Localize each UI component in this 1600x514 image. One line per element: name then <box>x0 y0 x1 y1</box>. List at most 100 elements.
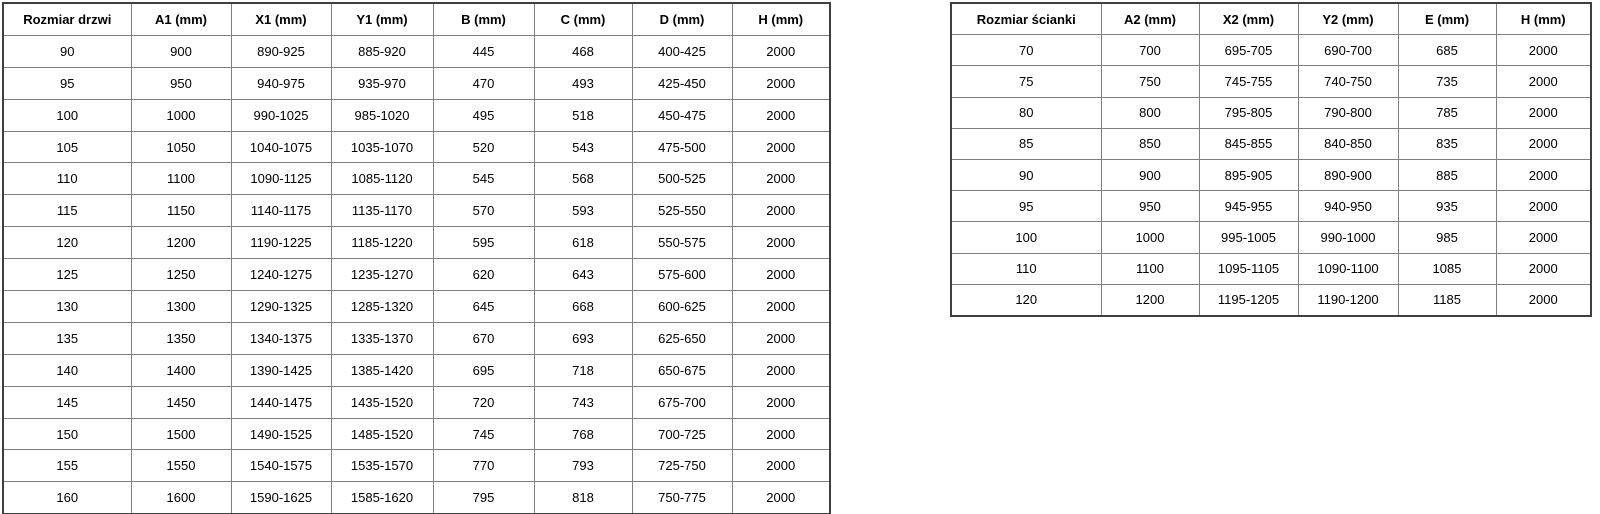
table-cell: 990-1025 <box>230 98 332 132</box>
table-cell: 400-425 <box>631 34 733 68</box>
table-row: 80 800 795-805 790-800 785 2000 <box>950 96 1592 129</box>
table-cell: 785 <box>1397 96 1497 129</box>
table-row: 120 1200 1195-1205 1190-1200 1185 2000 <box>950 283 1592 317</box>
table-cell: 845-855 <box>1198 127 1299 160</box>
table-cell: 1100 <box>130 162 232 196</box>
table-cell: 495 <box>432 98 535 132</box>
table-cell: 900 <box>130 34 232 68</box>
table-cell: 1095-1105 <box>1198 252 1299 285</box>
column-header: Y1 (mm) <box>330 2 434 36</box>
table-cell: 695-705 <box>1198 34 1299 67</box>
table-cell: 543 <box>533 130 633 164</box>
table-cell: 150 <box>2 417 132 451</box>
table-cell: 1090-1125 <box>230 162 332 196</box>
table-cell: 1485-1520 <box>330 417 434 451</box>
door-table-header: Rozmiar drzwi A1 (mm) X1 (mm) Y1 (mm) B (mm)… <box>2 2 831 36</box>
table-cell: 743 <box>533 385 633 419</box>
table-cell: 835 <box>1397 127 1497 160</box>
table-cell: 450-475 <box>631 98 733 132</box>
table-cell: 645 <box>432 290 535 323</box>
table-cell: 1600 <box>130 481 232 514</box>
table-cell: 120 <box>2 226 132 260</box>
table-cell: 900 <box>1100 158 1200 192</box>
table-cell: 890-900 <box>1297 158 1399 192</box>
table-cell: 1085 <box>1397 252 1497 285</box>
table-cell: 575-600 <box>631 258 733 292</box>
table-cell: 1550 <box>130 449 232 483</box>
column-header: Rozmiar drzwi <box>2 2 132 36</box>
table-cell: 100 <box>950 221 1102 254</box>
table-cell: 2000 <box>1495 96 1592 129</box>
column-header: H (mm) <box>731 2 831 36</box>
table-cell: 2000 <box>1495 221 1592 254</box>
table-row: 135 1350 1340-1375 1335-1370 670 693 625-650 20… <box>2 321 831 355</box>
table-cell: 720 <box>432 385 535 419</box>
table-cell: 2000 <box>1495 65 1592 98</box>
table-cell: 475-500 <box>631 130 733 164</box>
table-cell: 2000 <box>731 66 831 100</box>
table-cell: 135 <box>2 321 132 355</box>
table-row: 110 1100 1095-1105 1090-1100 1085 2000 <box>950 252 1592 285</box>
table-row: 110 1100 1090-1125 1085-1120 545 568 500-525 20… <box>2 162 831 196</box>
table-cell: 1350 <box>130 321 232 355</box>
table-cell: 110 <box>2 162 132 196</box>
table-cell: 1235-1270 <box>330 258 434 292</box>
table-cell: 2000 <box>731 481 831 514</box>
table-cell: 2000 <box>731 34 831 68</box>
table-row: 105 1050 1040-1075 1035-1070 520 543 475-500 20… <box>2 130 831 164</box>
table-cell: 1585-1620 <box>330 481 434 514</box>
table-cell: 1540-1575 <box>230 449 332 483</box>
table-cell: 885 <box>1397 158 1497 192</box>
table-cell: 2000 <box>731 130 831 164</box>
table-cell: 90 <box>2 34 132 68</box>
table-cell: 770 <box>432 449 535 483</box>
table-cell: 718 <box>533 353 633 387</box>
table-cell: 745-755 <box>1198 65 1299 98</box>
table-cell: 570 <box>432 194 535 228</box>
table-cell: 745 <box>432 417 535 451</box>
table-cell: 2000 <box>731 98 831 132</box>
wall-table-body: 70 700 695-705 690-700 685 2000 75 750 745-755 74… <box>950 34 1592 317</box>
table-row: 115 1150 1140-1175 1135-1170 570 593 525-550 20… <box>2 194 831 228</box>
table-row: 90 900 890-925 885-920 445 468 400-425 2000 <box>2 34 831 68</box>
table-cell: 800 <box>1100 96 1200 129</box>
table-cell: 700 <box>1100 34 1200 67</box>
table-row: 140 1400 1390-1425 1385-1420 695 718 650-675 20… <box>2 353 831 387</box>
table-cell: 493 <box>533 66 633 100</box>
table-cell: 2000 <box>731 226 831 260</box>
table-cell: 2000 <box>731 449 831 483</box>
table-cell: 1200 <box>1100 283 1200 317</box>
table-cell: 1000 <box>1100 221 1200 254</box>
table-cell: 818 <box>533 481 633 514</box>
table-cell: 670 <box>432 321 535 355</box>
table-cell: 2000 <box>731 258 831 292</box>
table-cell: 1450 <box>130 385 232 419</box>
table-cell: 1150 <box>130 194 232 228</box>
table-cell: 2000 <box>1495 190 1592 223</box>
table-cell: 750 <box>1100 65 1200 98</box>
table-cell: 1435-1520 <box>330 385 434 419</box>
table-cell: 593 <box>533 194 633 228</box>
table-cell: 70 <box>950 34 1102 67</box>
table-cell: 995-1005 <box>1198 221 1299 254</box>
table-cell: 1300 <box>130 290 232 323</box>
table-cell: 985 <box>1397 221 1497 254</box>
table-cell: 85 <box>950 127 1102 160</box>
table-cell: 1240-1275 <box>230 258 332 292</box>
table-cell: 75 <box>950 65 1102 98</box>
table-cell: 1200 <box>130 226 232 260</box>
column-header: D (mm) <box>631 2 733 36</box>
table-cell: 1385-1420 <box>330 353 434 387</box>
table-cell: 675-700 <box>631 385 733 419</box>
table-row: 85 850 845-855 840-850 835 2000 <box>950 127 1592 160</box>
table-cell: 885-920 <box>330 34 434 68</box>
table-cell: 145 <box>2 385 132 419</box>
table-cell: 160 <box>2 481 132 514</box>
table-cell: 2000 <box>731 385 831 419</box>
table-cell: 790-800 <box>1297 96 1399 129</box>
table-cell: 155 <box>2 449 132 483</box>
table-cell: 568 <box>533 162 633 196</box>
table-cell: 725-750 <box>631 449 733 483</box>
table-cell: 2000 <box>731 321 831 355</box>
